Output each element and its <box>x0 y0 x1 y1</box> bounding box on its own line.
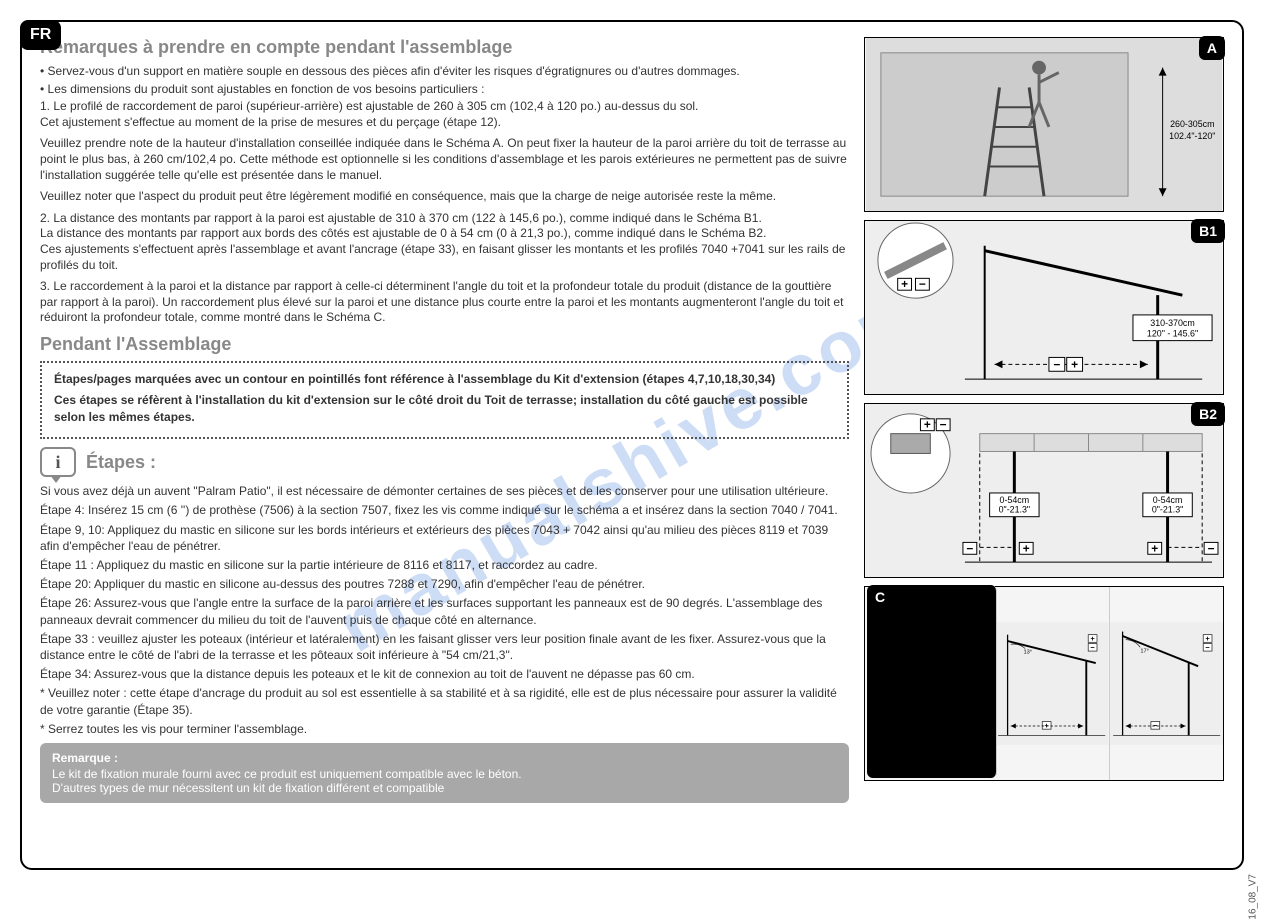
step-4: Étape 4: Insérez 15 cm (6 '') de prothès… <box>40 502 849 518</box>
svg-text:−: − <box>966 541 973 555</box>
diagram-label-b2: B2 <box>1191 402 1225 426</box>
svg-text:17°: 17° <box>1140 648 1149 654</box>
svg-text:0"-21.3": 0"-21.3" <box>1152 505 1183 515</box>
svg-text:+: + <box>1151 541 1158 555</box>
svg-text:+: + <box>924 418 931 432</box>
dotted-line-1: Étapes/pages marquées avec un contour en… <box>54 371 835 388</box>
svg-text:102.4"-120": 102.4"-120" <box>1169 131 1215 141</box>
svg-text:310-370cm: 310-370cm <box>1150 318 1194 328</box>
dotted-line-2: Ces étapes se réfèrent à l'installation … <box>54 392 835 426</box>
svg-text:+: + <box>1091 634 1096 643</box>
para-aspect: Veuillez noter que l'aspect du produit p… <box>40 189 849 205</box>
manual-page: FR Remarques à prendre en compte pendant… <box>20 20 1244 870</box>
svg-text:−: − <box>1053 357 1060 371</box>
bullet: • Servez-vous d'un support en matière so… <box>48 64 849 80</box>
svg-text:120" - 145.6": 120" - 145.6" <box>1147 329 1198 339</box>
step-20: Étape 20: Appliquer du mastic en silicon… <box>40 576 849 592</box>
remarque-title: Remarque : <box>52 751 837 765</box>
diagram-label-b1: B1 <box>1191 219 1225 243</box>
svg-text:−: − <box>919 277 926 291</box>
step-11: Étape 11 : Appliquez du mastic en silico… <box>40 557 849 573</box>
diagram-c: C 13° + − + <box>864 586 1224 781</box>
dotted-callout: Étapes/pages marquées avec un contour en… <box>40 361 849 439</box>
step-9-10: Étape 9, 10: Appliquez du mastic en sili… <box>40 522 849 554</box>
serrez: * Serrez toutes les vis pour terminer l'… <box>40 721 849 737</box>
version-code: 16_08_V7 <box>1248 874 1259 920</box>
svg-text:0-54cm: 0-54cm <box>1000 495 1030 505</box>
remarque-line-1: Le kit de fixation murale fourni avec ce… <box>52 767 837 781</box>
svg-text:−: − <box>1153 721 1158 730</box>
svg-text:260-305cm: 260-305cm <box>1170 119 1214 129</box>
svg-text:0-54cm: 0-54cm <box>1153 495 1183 505</box>
para-schema-a: Veuillez prendre note de la hauteur d'in… <box>40 136 849 183</box>
diagram-a: A <box>864 37 1224 212</box>
item-2: 2. La distance des montants par rapport … <box>40 211 849 273</box>
diagram-label-a: A <box>1199 36 1225 60</box>
svg-text:+: + <box>1205 634 1210 643</box>
diagram-b1: B1 + − <box>864 220 1224 395</box>
diagram-column: A <box>864 37 1224 853</box>
svg-text:0"-21.3": 0"-21.3" <box>999 505 1030 515</box>
svg-text:−: − <box>1208 541 1215 555</box>
svg-text:+: + <box>1023 541 1030 555</box>
step-34: Étape 34: Assurez-vous que la distance d… <box>40 666 849 682</box>
steps-intro: Si vous avez déjà un auvent "Palram Pati… <box>40 483 849 499</box>
main-title: Remarques à prendre en compte pendant l'… <box>40 37 849 58</box>
svg-text:+: + <box>901 277 908 291</box>
step-33: Étape 33 : veuillez ajuster les poteaux … <box>40 631 849 663</box>
svg-text:+: + <box>1045 721 1050 730</box>
veuillez-noter: * Veuillez noter : cette étape d'ancrage… <box>40 685 849 717</box>
remarque-box: Remarque : Le kit de fixation murale fou… <box>40 743 849 803</box>
step-26: Étape 26: Assurez-vous que l'angle entre… <box>40 595 849 627</box>
svg-text:−: − <box>1091 643 1096 652</box>
svg-text:13°: 13° <box>1024 650 1033 656</box>
diagram-b2: B2 + − <box>864 403 1224 578</box>
pendant-title: Pendant l'Assemblage <box>40 334 849 355</box>
item-3: 3. Le raccordement à la paroi et la dist… <box>40 279 849 326</box>
svg-text:+: + <box>1071 357 1078 371</box>
remarque-line-2: D'autres types de mur nécessitent un kit… <box>52 781 837 795</box>
steps-title: Étapes : <box>86 452 156 473</box>
item-1: 1. Le profilé de raccordement de paroi (… <box>40 99 849 130</box>
text-column: Remarques à prendre en compte pendant l'… <box>40 37 849 853</box>
svg-text:−: − <box>940 418 947 432</box>
bullet: • Les dimensions du produit sont ajustab… <box>48 82 849 98</box>
diagram-label-c: C <box>867 585 997 778</box>
info-icon: i <box>40 447 76 477</box>
svg-text:−: − <box>1205 643 1210 652</box>
language-badge: FR <box>20 20 61 50</box>
